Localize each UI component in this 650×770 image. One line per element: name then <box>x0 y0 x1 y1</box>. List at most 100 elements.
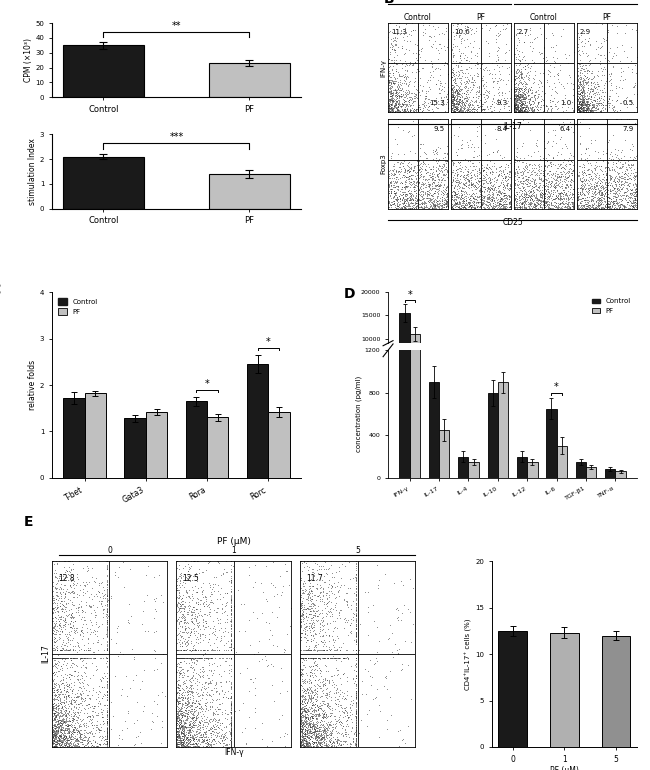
Point <box>515 65 526 77</box>
Point <box>476 189 486 202</box>
Point <box>586 92 596 105</box>
Point <box>297 725 307 738</box>
Point <box>196 728 207 741</box>
Point <box>52 586 62 598</box>
Point <box>102 705 112 718</box>
Point <box>458 105 468 117</box>
Point <box>196 728 207 740</box>
Point <box>226 725 236 737</box>
Point <box>102 614 112 626</box>
Point <box>61 730 72 742</box>
Point <box>384 66 394 79</box>
Point <box>226 698 236 711</box>
Point <box>54 714 64 726</box>
Point <box>556 180 566 192</box>
Point <box>564 158 574 170</box>
Point <box>520 89 530 101</box>
Point <box>102 735 112 747</box>
Point <box>345 617 356 629</box>
Point <box>577 40 587 52</box>
Point <box>301 632 311 644</box>
Point <box>512 39 522 52</box>
Point <box>575 79 586 92</box>
Point <box>207 667 218 679</box>
Point <box>584 85 595 97</box>
Point <box>216 582 226 594</box>
Point <box>554 198 564 210</box>
Point <box>580 179 590 191</box>
Point <box>408 115 418 127</box>
Point <box>392 102 402 114</box>
Point <box>302 634 313 646</box>
Point <box>94 722 104 735</box>
Point <box>492 173 502 186</box>
Point <box>226 710 237 722</box>
Point <box>391 65 402 78</box>
Point <box>385 86 396 99</box>
Point <box>176 727 186 739</box>
Point <box>129 651 139 664</box>
Point <box>92 636 103 648</box>
Point <box>459 92 469 104</box>
Bar <box>547 409 556 478</box>
Point <box>252 612 262 624</box>
Point <box>176 661 187 674</box>
Point <box>510 85 521 97</box>
Point <box>411 102 421 115</box>
Point <box>584 179 594 191</box>
Point <box>55 651 66 664</box>
Point <box>577 200 588 213</box>
Point <box>55 734 65 746</box>
Point <box>450 102 460 115</box>
Point <box>632 192 642 205</box>
Point <box>590 166 600 179</box>
Point <box>509 99 519 111</box>
Point <box>590 168 600 180</box>
Point <box>309 656 319 668</box>
Point <box>53 688 64 700</box>
Point <box>572 101 582 113</box>
Point <box>315 735 326 747</box>
Point <box>68 713 79 725</box>
Point <box>64 626 74 638</box>
Point <box>172 725 183 737</box>
Point <box>447 86 458 99</box>
Point <box>464 105 474 117</box>
Point <box>70 615 80 628</box>
Point <box>515 82 525 94</box>
Point <box>75 727 86 739</box>
Point <box>304 686 314 698</box>
Point <box>460 196 471 209</box>
Point <box>322 719 332 732</box>
Point <box>395 192 406 205</box>
Point <box>510 106 521 119</box>
Point <box>71 701 81 713</box>
Point <box>295 651 306 664</box>
Point <box>75 735 85 748</box>
Point <box>608 182 619 194</box>
Point <box>572 103 582 116</box>
Text: 2.9: 2.9 <box>580 29 591 35</box>
Point <box>314 736 324 748</box>
Point <box>70 721 80 733</box>
Point <box>578 84 588 96</box>
Point <box>569 45 579 58</box>
Point <box>476 194 486 206</box>
Point <box>523 191 533 203</box>
Point <box>98 631 108 644</box>
Point <box>535 196 545 209</box>
Point <box>514 69 524 81</box>
Point <box>584 167 594 179</box>
Point <box>592 69 602 82</box>
Point <box>190 710 201 722</box>
Point <box>298 719 309 732</box>
Point <box>581 62 592 75</box>
Text: 10.6: 10.6 <box>454 29 470 35</box>
Point <box>312 721 322 734</box>
Point <box>493 179 504 192</box>
Point <box>75 628 85 641</box>
Point <box>510 103 521 116</box>
Point <box>198 644 208 657</box>
Point <box>608 61 618 73</box>
Point <box>330 651 341 664</box>
